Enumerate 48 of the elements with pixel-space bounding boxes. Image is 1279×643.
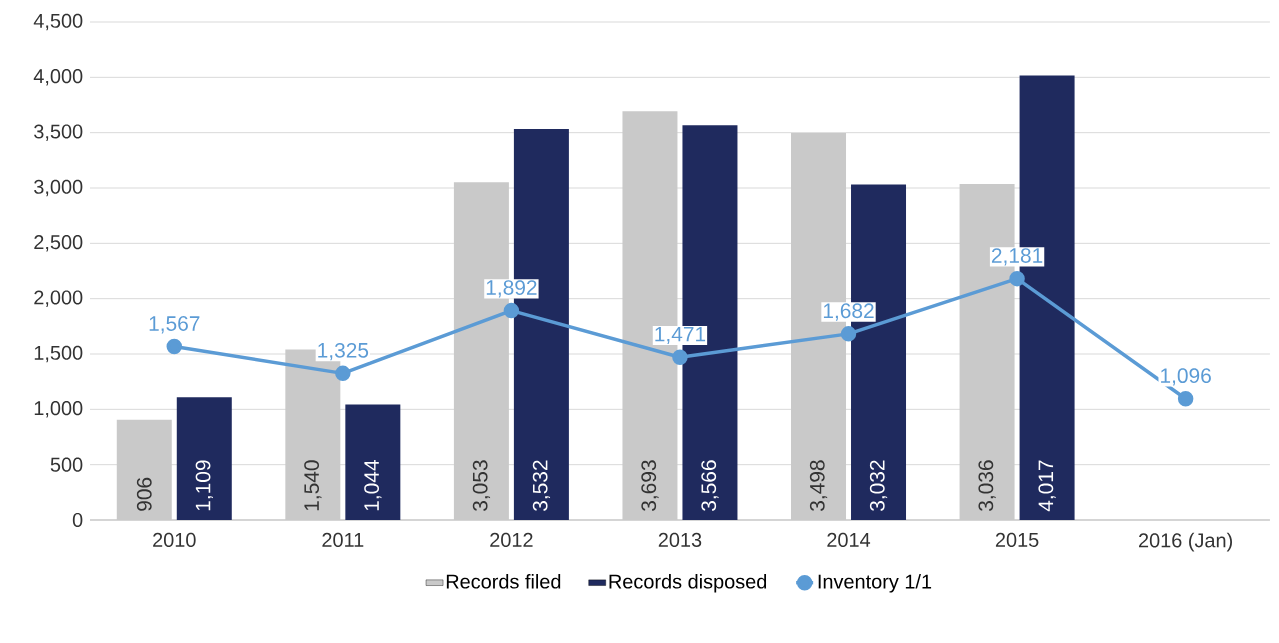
y-tick-label: 3,000 bbox=[34, 179, 83, 197]
y-tick-label: 1,000 bbox=[34, 401, 83, 418]
data-label: 3,566 bbox=[701, 460, 719, 511]
data-label: 1,892 bbox=[486, 280, 537, 298]
y-tick-label: 4,000 bbox=[33, 69, 83, 86]
x-tick-label: 2012 bbox=[490, 532, 533, 547]
bar bbox=[176, 397, 232, 520]
data-label: 1,540 bbox=[304, 460, 322, 511]
data-label: 3,036 bbox=[978, 460, 996, 511]
y-tick-label: 1,500 bbox=[34, 345, 83, 363]
y-tick-label: 2,000 bbox=[34, 290, 83, 307]
data-label: 1,471 bbox=[655, 326, 706, 344]
data-label: 4,017 bbox=[1038, 460, 1056, 512]
data-label: 3,498 bbox=[809, 460, 828, 511]
data-label: 3,693 bbox=[641, 460, 659, 511]
x-tick-label: 2011 bbox=[322, 532, 364, 547]
point bbox=[335, 365, 351, 382]
y-tick-label: 2,500 bbox=[34, 235, 83, 252]
point bbox=[1177, 390, 1194, 407]
data-label: 2,181 bbox=[991, 248, 1043, 266]
data-label: 3,053 bbox=[472, 460, 491, 511]
x-tick-label: 2010 bbox=[153, 532, 196, 547]
legend-label: Records disposed bbox=[609, 573, 767, 593]
y-tick-label: 3,500 bbox=[34, 124, 83, 141]
legend-label: Records filed bbox=[446, 573, 561, 589]
point bbox=[503, 302, 520, 319]
data-label: 3,032 bbox=[869, 460, 888, 511]
data-label: 1,325 bbox=[318, 342, 369, 361]
y-tick-label: 0 bbox=[72, 512, 83, 528]
point bbox=[1009, 270, 1025, 287]
x-tick-label: 2016 (Jan) bbox=[1139, 532, 1232, 552]
data-label: 906 bbox=[136, 477, 152, 511]
legend-label: Inventory 1/1 bbox=[818, 573, 932, 593]
data-label: 1,044 bbox=[364, 460, 382, 511]
data-label: 1,682 bbox=[823, 303, 874, 321]
x-tick-label: 2013 bbox=[658, 532, 702, 547]
data-label: 1,096 bbox=[1161, 368, 1211, 386]
point bbox=[166, 338, 183, 355]
y-tick-label: 500 bbox=[50, 457, 83, 472]
data-label: 3,532 bbox=[532, 460, 551, 511]
bar bbox=[345, 404, 401, 520]
y-tick-label: 4,500 bbox=[33, 13, 83, 31]
data-label: 1,109 bbox=[195, 460, 213, 511]
data-label: 1,567 bbox=[149, 316, 200, 334]
x-tick-label: 2014 bbox=[827, 532, 871, 547]
point bbox=[840, 326, 857, 342]
x-tick-label: 2015 bbox=[995, 532, 1039, 547]
point bbox=[672, 349, 688, 365]
